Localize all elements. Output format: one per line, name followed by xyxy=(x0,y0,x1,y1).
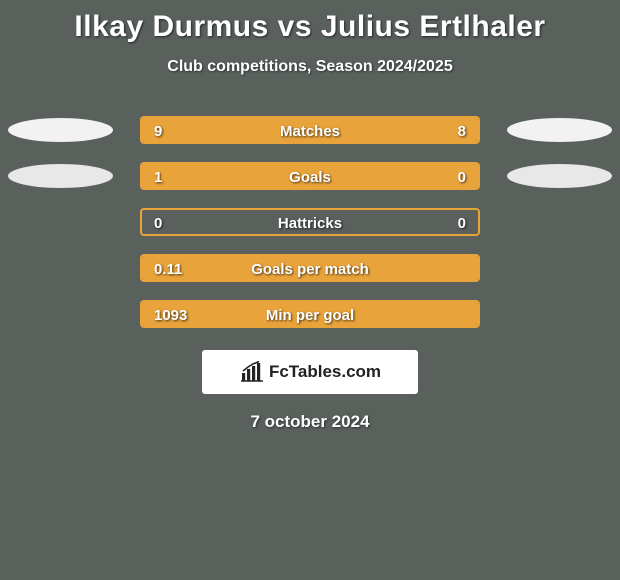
source-badge-text: FcTables.com xyxy=(269,362,381,382)
stat-row: 98Matches xyxy=(0,116,620,144)
player-left-badge xyxy=(8,118,113,142)
stat-value-left: 1093 xyxy=(142,302,199,328)
stat-row: 1093Min per goal xyxy=(0,300,620,328)
chart-icon xyxy=(239,361,265,383)
stats-container: 98Matches10Goals00Hattricks0.11Goals per… xyxy=(0,116,620,328)
stat-row: 10Goals xyxy=(0,162,620,190)
source-badge: FcTables.com xyxy=(202,350,418,394)
stat-label: Hattricks xyxy=(142,210,478,236)
page-subtitle: Club competitions, Season 2024/2025 xyxy=(0,58,620,76)
stat-bar-track: 0.11Goals per match xyxy=(140,254,480,282)
stat-bar-track: 98Matches xyxy=(140,116,480,144)
comparison-infographic: Ilkay Durmus vs Julius Ertlhaler Club co… xyxy=(0,0,620,580)
stat-value-left: 0.11 xyxy=(142,256,194,282)
stat-bar-track: 10Goals xyxy=(140,162,480,190)
stat-bar-left xyxy=(142,118,397,142)
stat-value-left: 0 xyxy=(142,210,174,236)
stat-row: 0.11Goals per match xyxy=(0,254,620,282)
stat-value-left: 1 xyxy=(142,164,174,190)
stat-value-left: 9 xyxy=(142,118,174,144)
player-left-badge xyxy=(8,164,113,188)
page-title: Ilkay Durmus vs Julius Ertlhaler xyxy=(0,0,620,44)
stat-row: 0 0Hattricks xyxy=(0,208,620,236)
stat-bar-track: 1093Min per goal xyxy=(140,300,480,328)
stat-bar-left xyxy=(142,164,397,188)
stat-value-right: 0 xyxy=(446,210,478,236)
player-right-badge xyxy=(507,118,612,142)
player-right-badge xyxy=(507,164,612,188)
date-label: 7 october 2024 xyxy=(0,412,620,432)
stat-value-right: 0 xyxy=(446,164,478,190)
stat-bar-track: 0 0Hattricks xyxy=(140,208,480,236)
stat-value-right: 8 xyxy=(446,118,478,144)
